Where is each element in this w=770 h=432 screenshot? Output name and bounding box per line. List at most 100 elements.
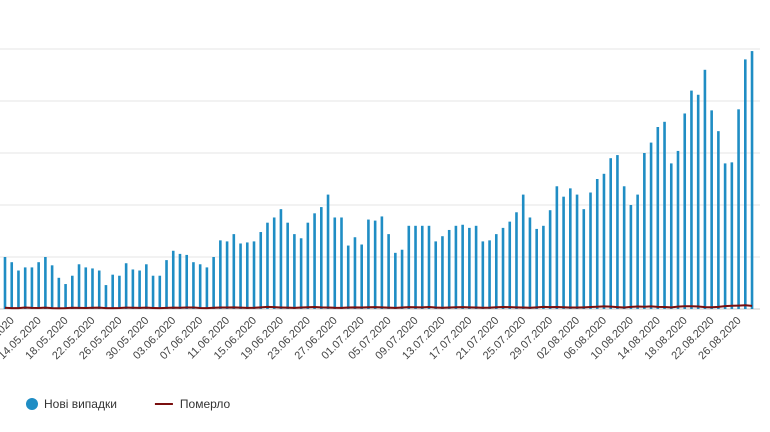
- bar: [30, 267, 34, 309]
- bar: [205, 267, 209, 309]
- bar: [286, 222, 289, 309]
- bar: [737, 109, 740, 309]
- bar: [84, 267, 88, 309]
- bar: [64, 284, 67, 309]
- bar: [717, 131, 720, 309]
- bar: [293, 234, 296, 309]
- bar: [245, 242, 249, 309]
- legend-marker: [26, 398, 38, 410]
- bar: [548, 210, 552, 309]
- bar: [562, 196, 565, 309]
- bar: [447, 229, 451, 309]
- bar: [468, 227, 471, 309]
- bar: [306, 222, 310, 309]
- bar: [124, 263, 128, 309]
- bar: [521, 194, 525, 309]
- bar: [346, 245, 350, 309]
- bar: [320, 207, 323, 309]
- bar: [313, 213, 316, 309]
- bar: [622, 186, 626, 309]
- bar: [165, 260, 168, 309]
- bar: [676, 150, 680, 309]
- bar: [555, 186, 559, 309]
- bar: [145, 264, 148, 309]
- bar: [138, 270, 141, 309]
- bar: [198, 264, 202, 309]
- bar: [461, 224, 464, 309]
- bar: [10, 262, 14, 309]
- bar: [225, 241, 229, 309]
- bar: [118, 275, 121, 309]
- bar: [17, 270, 20, 309]
- bar: [104, 285, 108, 309]
- bar: [441, 236, 444, 309]
- bar: [535, 228, 538, 309]
- bar: [77, 264, 81, 309]
- bar: [696, 94, 700, 309]
- bar: [333, 217, 337, 309]
- bar: [427, 225, 431, 309]
- bar: [131, 269, 135, 309]
- bar: [192, 262, 195, 309]
- bar: [380, 216, 384, 309]
- bar: [3, 257, 7, 309]
- bar: [643, 153, 646, 309]
- bar: [508, 221, 512, 309]
- bar: [151, 275, 155, 309]
- bar: [232, 234, 236, 309]
- bar: [420, 225, 424, 309]
- bar: [595, 179, 599, 309]
- bar: [266, 222, 269, 309]
- bar: [158, 275, 162, 309]
- bar: [299, 238, 303, 309]
- bar: [414, 225, 417, 309]
- bar: [387, 234, 390, 309]
- bar: [360, 244, 363, 309]
- bar: [111, 274, 114, 309]
- bar: [407, 225, 411, 309]
- bar: [373, 220, 377, 309]
- bar: [582, 209, 586, 309]
- bar: [454, 225, 458, 309]
- bar: [501, 227, 505, 309]
- bar: [481, 241, 485, 309]
- legend-label: Померло: [180, 397, 231, 411]
- bar: [663, 121, 666, 309]
- bar: [367, 219, 370, 309]
- bar: [178, 253, 182, 309]
- bar: [71, 275, 74, 309]
- bar: [239, 243, 242, 309]
- bar: [569, 188, 572, 309]
- bar: [730, 162, 734, 309]
- bar: [683, 113, 687, 309]
- bar: [44, 257, 47, 309]
- bar: [252, 241, 256, 309]
- bar: [185, 254, 189, 309]
- bar: [589, 192, 592, 309]
- bar: [212, 257, 215, 309]
- bar: [750, 51, 754, 310]
- bar: [710, 110, 713, 309]
- bar: [434, 241, 438, 309]
- bar: [50, 265, 54, 309]
- bar: [272, 217, 276, 309]
- bar: [23, 267, 27, 309]
- bar: [91, 268, 94, 309]
- bar: [669, 163, 673, 309]
- bar: [474, 225, 478, 309]
- bar: [542, 225, 545, 309]
- bar: [690, 90, 693, 309]
- bar: [340, 217, 343, 309]
- bar: [394, 252, 397, 309]
- bar: [37, 262, 40, 309]
- bar: [97, 270, 101, 309]
- bar: [279, 209, 283, 309]
- bar: [649, 142, 653, 309]
- bar: [575, 194, 579, 309]
- bar: [609, 158, 612, 309]
- bar: [656, 127, 660, 309]
- bar: [629, 205, 633, 309]
- bar: [703, 69, 707, 309]
- bar: [259, 232, 263, 309]
